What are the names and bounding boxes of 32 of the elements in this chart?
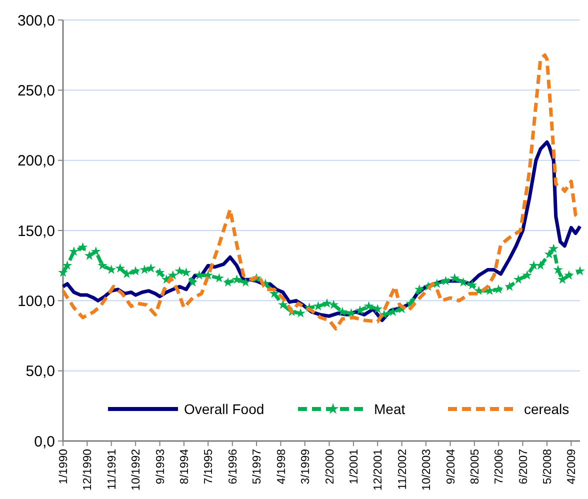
x-tick-label: 12/1990 bbox=[82, 449, 94, 491]
legend-label: Meat bbox=[374, 400, 406, 417]
x-tick-label: 5/1997 bbox=[252, 449, 264, 484]
y-tick-label: 200,0 bbox=[17, 152, 55, 170]
x-tick-label: 4/2009 bbox=[566, 449, 578, 484]
x-tick-label: 5/2008 bbox=[542, 449, 554, 484]
y-tick-label: 50,0 bbox=[26, 363, 55, 380]
x-tick-label: 10/1992 bbox=[130, 449, 143, 491]
legend-label: cereals bbox=[524, 400, 570, 417]
x-tick-label: 12/2001 bbox=[372, 449, 385, 491]
legend-label: Overall Food bbox=[184, 400, 264, 417]
y-tick-label: 100,0 bbox=[17, 292, 55, 310]
x-tick-label: 3/1999 bbox=[300, 449, 312, 484]
x-tick-label: 7/2006 bbox=[494, 449, 506, 484]
y-tick-label: 250,0 bbox=[17, 82, 55, 100]
y-tick-label: 0,0 bbox=[34, 433, 55, 450]
y-tick-label: 150,0 bbox=[17, 222, 55, 240]
x-tick-label: 10/2003 bbox=[420, 449, 433, 491]
x-tick-label: 1/1990 bbox=[58, 449, 70, 484]
x-tick-label: 8/1994 bbox=[178, 448, 191, 484]
x-tick-label: 2/2000 bbox=[324, 449, 336, 484]
x-tick-label: 7/1995 bbox=[203, 449, 216, 484]
y-tick-label: 300,0 bbox=[17, 12, 55, 30]
x-tick-label: 9/1993 bbox=[154, 449, 167, 484]
x-tick-label: 11/1991 bbox=[106, 449, 118, 490]
x-tick-label: 6/1996 bbox=[227, 449, 240, 484]
x-tick-label: 8/2005 bbox=[469, 449, 482, 484]
x-tick-label: 11/2002 bbox=[396, 449, 409, 490]
x-tick-label: 9/2004 bbox=[445, 448, 458, 484]
x-tick-label: 6/2007 bbox=[518, 449, 530, 484]
x-tick-label: 4/1998 bbox=[276, 449, 288, 484]
x-tick-label: 1/2001 bbox=[348, 449, 360, 484]
